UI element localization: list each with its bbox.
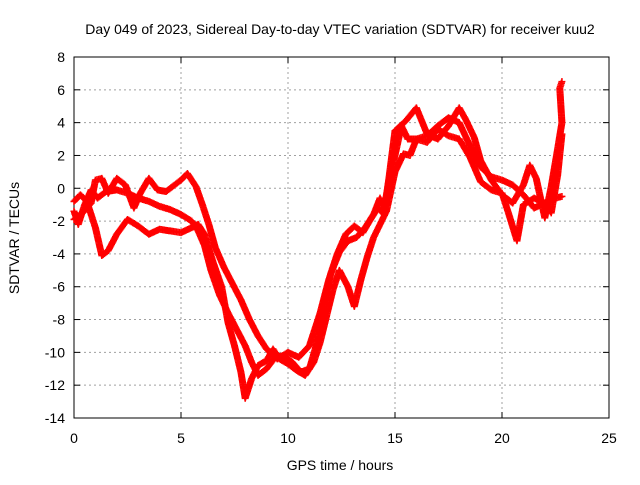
y-tick-label: 2 [57,147,65,163]
axis-ticks: 0 5 10 15 20 25 -14 -12 -10 -8 -6 -4 -2 0 2 4 6 8 [45,49,617,446]
y-tick-label: -12 [45,377,65,393]
y-tick-label: -8 [53,312,66,328]
y-tick-label: -14 [45,410,65,426]
data-point [558,78,566,86]
chart-title: Day 049 of 2023, Sidereal Day-to-day VTE… [85,21,595,37]
y-tick-label: -2 [53,213,66,229]
y-tick-label: -6 [53,279,66,295]
y-axis-label: SDTVAR / TECUs [6,182,22,294]
plot-frame [73,56,610,419]
x-tick-label: 15 [387,430,403,446]
data-points [70,78,566,402]
y-tick-label: 0 [57,180,65,196]
x-tick-label: 0 [70,430,78,446]
x-tick-label: 10 [280,430,296,446]
y-tick-label: 8 [57,49,65,65]
x-axis-label: GPS time / hours [287,457,394,473]
y-tick-label: 4 [57,115,65,131]
y-tick-label: -4 [53,246,66,262]
x-tick-label: 25 [601,430,617,446]
x-tick-label: 20 [494,430,510,446]
y-tick-label: -10 [45,344,65,360]
x-tick-label: 5 [177,430,185,446]
data-point [558,192,566,200]
y-tick-label: 6 [57,82,65,98]
